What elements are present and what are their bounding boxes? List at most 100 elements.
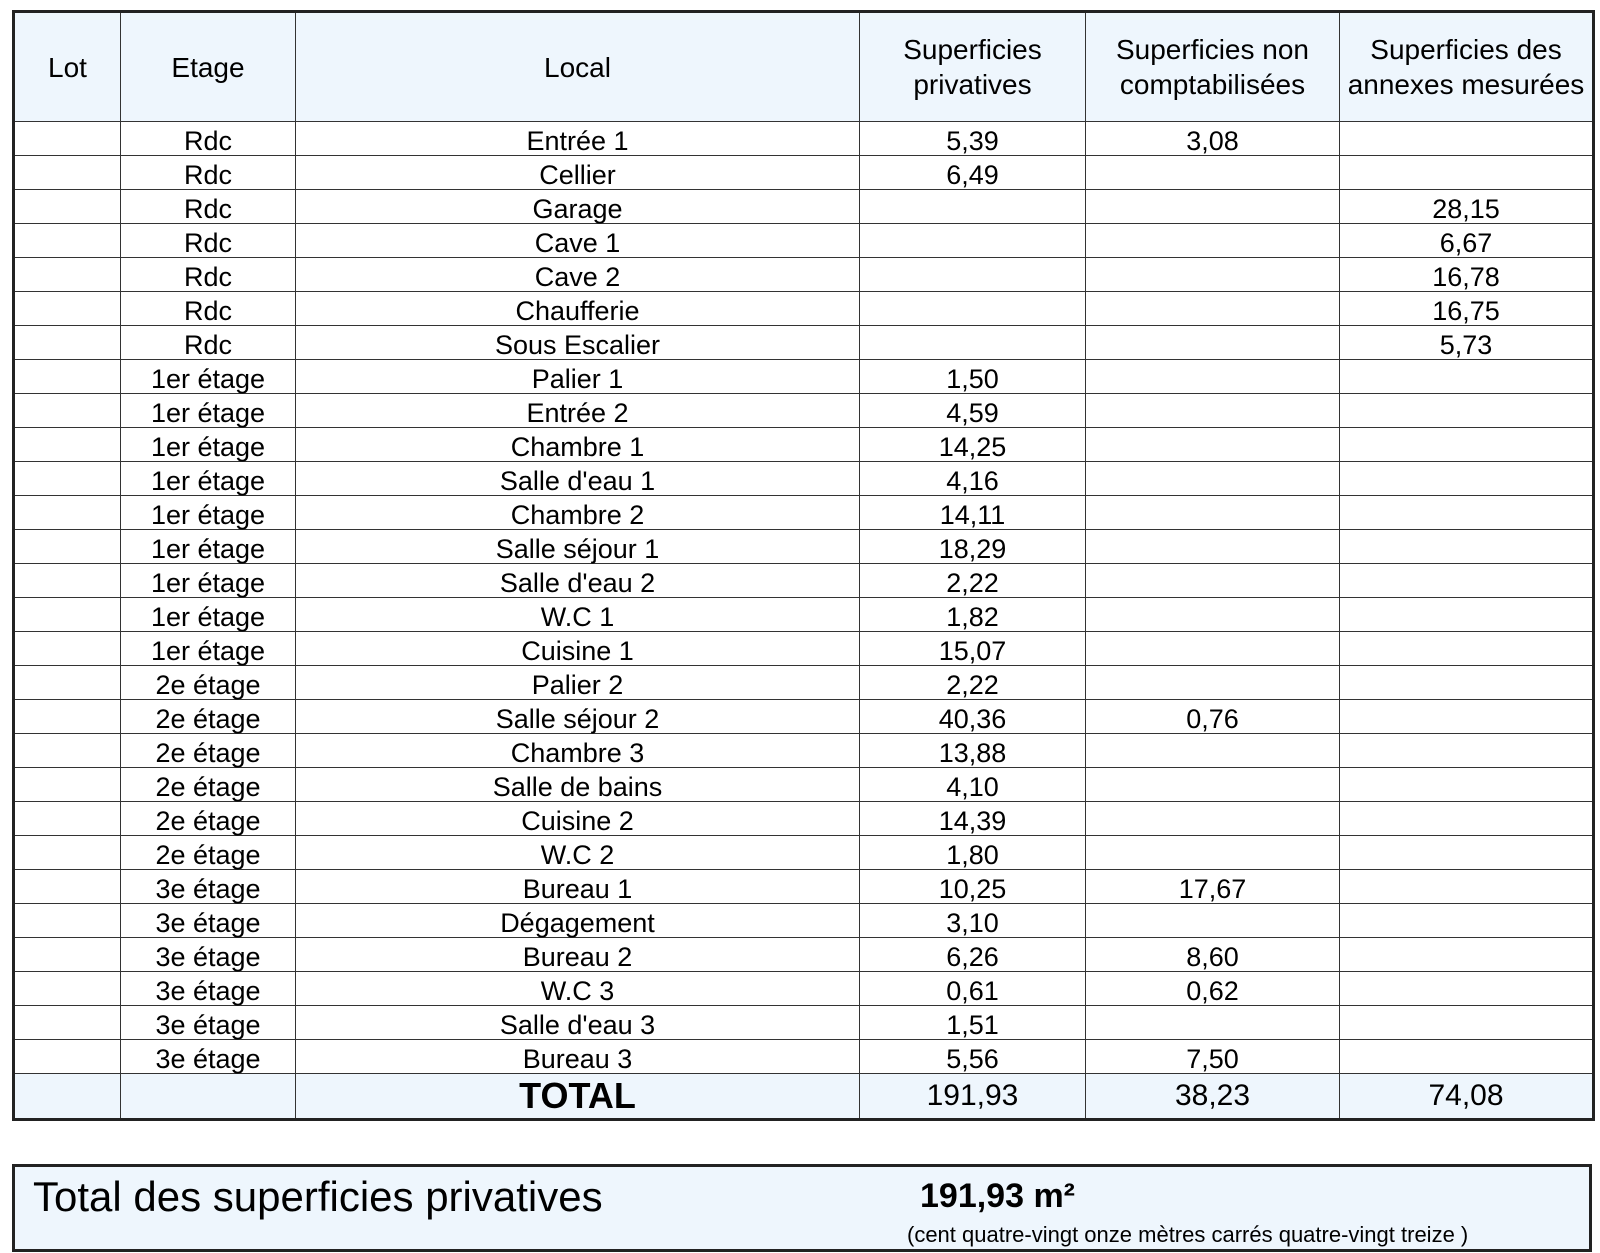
cell-annexes <box>1339 665 1594 700</box>
table-row: Rdc Chaufferie 16,75 <box>13 291 1594 326</box>
total-row: TOTAL 191,93 38,23 74,08 <box>13 1073 1594 1120</box>
cell-privatives: 5,39 <box>859 121 1086 156</box>
cell-lot <box>13 1005 121 1040</box>
table-row: 1er étage Chambre 2 14,11 <box>13 495 1594 530</box>
cell-lot <box>13 529 121 564</box>
cell-non-comptabilisees: 8,60 <box>1085 937 1340 972</box>
cell-non-comptabilisees <box>1085 393 1340 428</box>
cell-lot <box>13 597 121 632</box>
table-row: 3e étage Bureau 3 5,56 7,50 <box>13 1039 1594 1074</box>
table-row: 1er étage Chambre 1 14,25 <box>13 427 1594 462</box>
cell-annexes <box>1339 631 1594 666</box>
cell-privatives: 2,22 <box>859 563 1086 598</box>
cell-privatives: 1,50 <box>859 359 1086 394</box>
cell-privatives <box>859 223 1086 258</box>
cell-local: Palier 1 <box>295 359 860 394</box>
cell-etage: 1er étage <box>120 563 296 598</box>
cell-non-comptabilisees <box>1085 427 1340 462</box>
cell-non-comptabilisees: 3,08 <box>1085 121 1340 156</box>
cell-non-comptabilisees <box>1085 767 1340 802</box>
cell-local: Bureau 3 <box>295 1039 860 1074</box>
total-privatives: 191,93 <box>859 1073 1086 1120</box>
total-lot <box>13 1073 121 1120</box>
cell-local: Cellier <box>295 155 860 190</box>
cell-local: Cuisine 2 <box>295 801 860 836</box>
header-annexes: Superficies des annexes mesurées <box>1339 11 1594 122</box>
cell-lot <box>13 223 121 258</box>
cell-annexes <box>1339 937 1594 972</box>
cell-non-comptabilisees <box>1085 189 1340 224</box>
cell-lot <box>13 1039 121 1074</box>
cell-annexes <box>1339 733 1594 768</box>
cell-privatives: 40,36 <box>859 699 1086 734</box>
table-row: 3e étage Bureau 1 10,25 17,67 <box>13 869 1594 904</box>
cell-etage: 1er étage <box>120 427 296 462</box>
cell-non-comptabilisees <box>1085 665 1340 700</box>
header-local: Local <box>295 11 860 122</box>
cell-annexes: 16,75 <box>1339 291 1594 326</box>
cell-annexes <box>1339 1039 1594 1074</box>
total-annexes: 74,08 <box>1339 1073 1594 1120</box>
cell-lot <box>13 291 121 326</box>
cell-local: Garage <box>295 189 860 224</box>
table-row: 3e étage W.C 3 0,61 0,62 <box>13 971 1594 1006</box>
total-etage <box>120 1073 296 1120</box>
cell-local: Salle séjour 1 <box>295 529 860 564</box>
cell-privatives <box>859 189 1086 224</box>
cell-lot <box>13 393 121 428</box>
total-label: TOTAL <box>295 1073 860 1120</box>
cell-non-comptabilisees <box>1085 529 1340 564</box>
cell-privatives: 5,56 <box>859 1039 1086 1074</box>
cell-annexes: 6,67 <box>1339 223 1594 258</box>
cell-privatives: 1,80 <box>859 835 1086 870</box>
cell-etage: Rdc <box>120 291 296 326</box>
cell-local: Chaufferie <box>295 291 860 326</box>
cell-lot <box>13 427 121 462</box>
summary-value: 191,93 m² <box>920 1177 1075 1215</box>
cell-local: Chambre 2 <box>295 495 860 530</box>
cell-local: W.C 1 <box>295 597 860 632</box>
cell-etage: 3e étage <box>120 1005 296 1040</box>
cell-privatives: 14,25 <box>859 427 1086 462</box>
table-row: Rdc Entrée 1 5,39 3,08 <box>13 121 1594 156</box>
cell-etage: 2e étage <box>120 835 296 870</box>
cell-annexes <box>1339 427 1594 462</box>
cell-non-comptabilisees <box>1085 359 1340 394</box>
cell-lot <box>13 971 121 1006</box>
cell-privatives: 6,49 <box>859 155 1086 190</box>
cell-privatives: 1,82 <box>859 597 1086 632</box>
cell-etage: 2e étage <box>120 767 296 802</box>
cell-non-comptabilisees <box>1085 155 1340 190</box>
cell-lot <box>13 325 121 360</box>
cell-etage: 3e étage <box>120 869 296 904</box>
cell-etage: 1er étage <box>120 631 296 666</box>
cell-lot <box>13 733 121 768</box>
cell-privatives: 1,51 <box>859 1005 1086 1040</box>
cell-lot <box>13 937 121 972</box>
cell-local: Salle d'eau 2 <box>295 563 860 598</box>
table-row: 2e étage W.C 2 1,80 <box>13 835 1594 870</box>
cell-lot <box>13 563 121 598</box>
cell-annexes <box>1339 155 1594 190</box>
cell-non-comptabilisees: 7,50 <box>1085 1039 1340 1074</box>
cell-lot <box>13 257 121 292</box>
table-row: 2e étage Cuisine 2 14,39 <box>13 801 1594 836</box>
cell-local: Cave 1 <box>295 223 860 258</box>
table-row: 1er étage Entrée 2 4,59 <box>13 393 1594 428</box>
cell-non-comptabilisees: 17,67 <box>1085 869 1340 904</box>
cell-lot <box>13 631 121 666</box>
cell-annexes <box>1339 529 1594 564</box>
cell-etage: 2e étage <box>120 699 296 734</box>
cell-annexes <box>1339 121 1594 156</box>
cell-etage: 1er étage <box>120 359 296 394</box>
cell-privatives: 14,39 <box>859 801 1086 836</box>
cell-etage: Rdc <box>120 189 296 224</box>
cell-lot <box>13 461 121 496</box>
cell-lot <box>13 155 121 190</box>
cell-etage: Rdc <box>120 257 296 292</box>
cell-non-comptabilisees: 0,62 <box>1085 971 1340 1006</box>
cell-local: Salle séjour 2 <box>295 699 860 734</box>
cell-non-comptabilisees <box>1085 1005 1340 1040</box>
cell-privatives <box>859 257 1086 292</box>
table-row: 2e étage Salle séjour 2 40,36 0,76 <box>13 699 1594 734</box>
